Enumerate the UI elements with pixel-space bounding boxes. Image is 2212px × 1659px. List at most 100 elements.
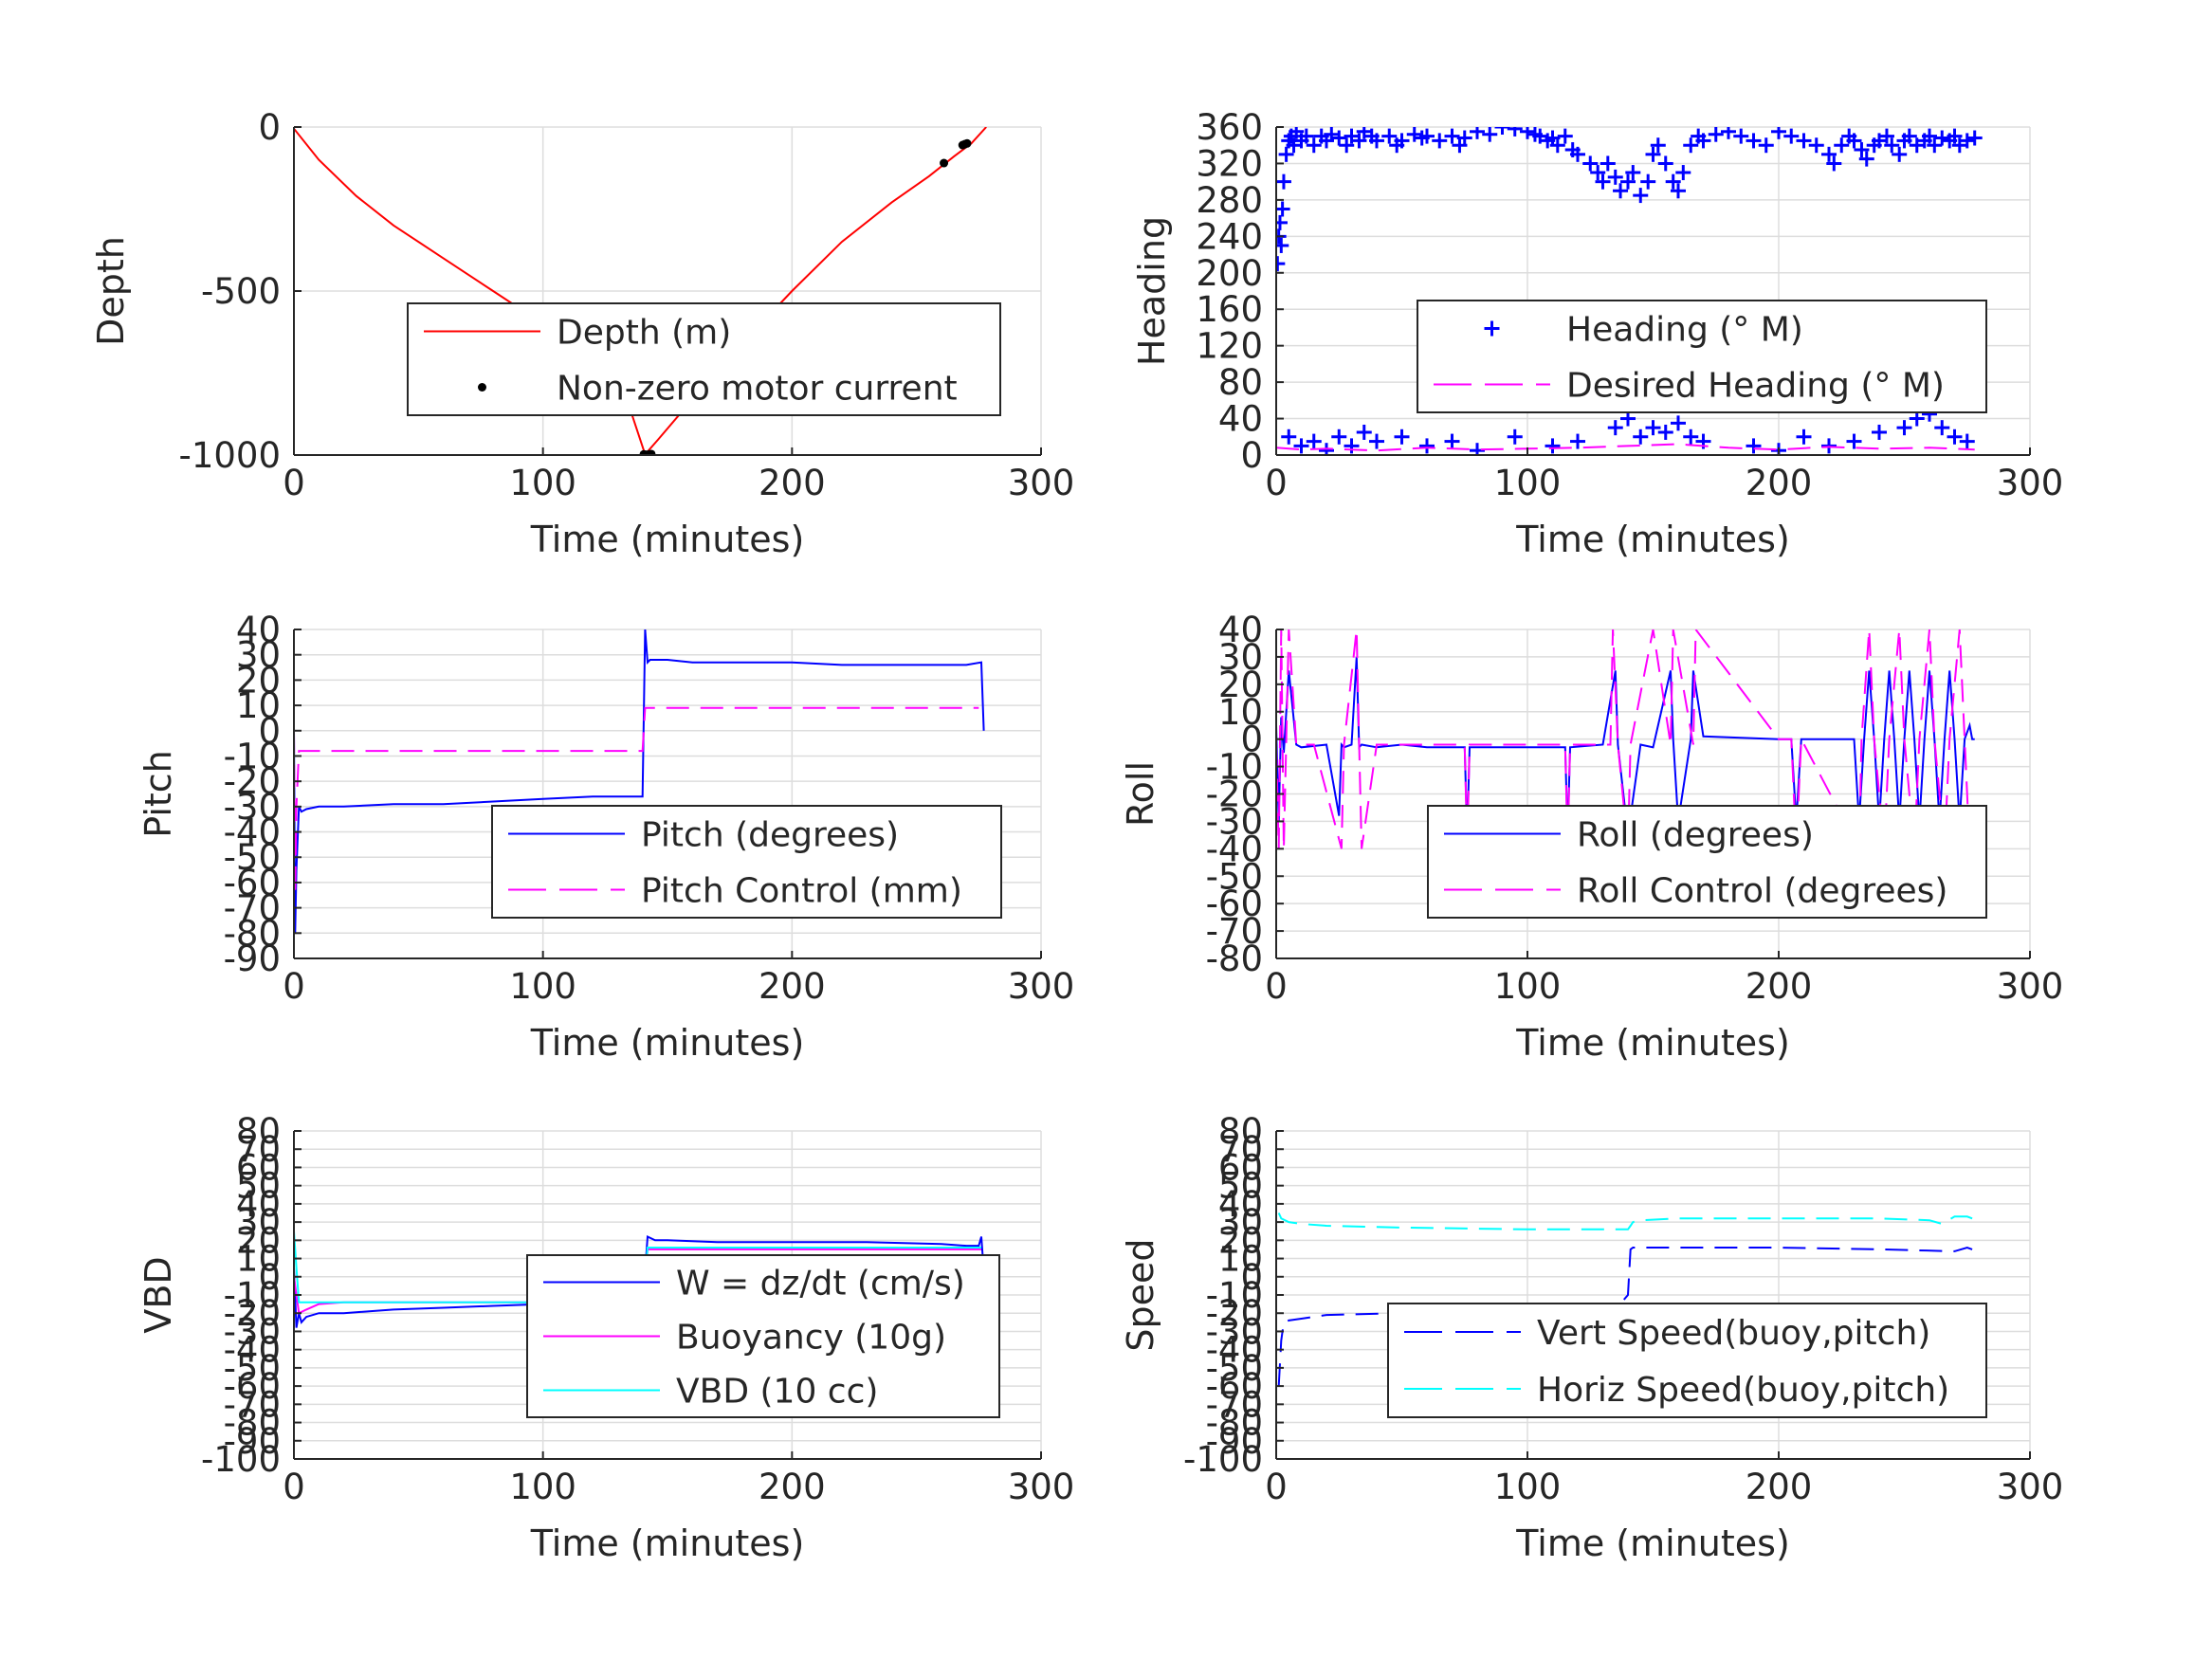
y-tick-label: 40 <box>236 610 281 650</box>
data-point <box>1482 127 1498 142</box>
y-tick-label: -30 <box>1206 801 1263 842</box>
y-tick-label: -500 <box>201 271 281 312</box>
data-point <box>1298 128 1314 144</box>
y-tick-label: -90 <box>1206 1421 1263 1462</box>
data-point <box>1796 133 1812 149</box>
data-point <box>1671 183 1686 199</box>
data-point <box>1289 127 1305 139</box>
data-point <box>1922 128 1937 144</box>
data-point <box>1796 428 1812 445</box>
legend-label: Non-zero motor current <box>557 370 958 409</box>
x-tick-label: 0 <box>1265 1467 1288 1507</box>
data-point <box>1657 155 1673 172</box>
data-point <box>1683 428 1699 445</box>
y-tick-label: -20 <box>1206 775 1263 815</box>
y-tick-label: 60 <box>1218 1147 1263 1188</box>
y-axis-label: VBD <box>137 1256 179 1333</box>
y-tick-label: 30 <box>1218 1202 1263 1243</box>
y-tick-label: -10 <box>1206 1275 1263 1316</box>
y-tick-label: 360 <box>1196 107 1263 148</box>
legend-swatch <box>478 383 486 392</box>
data-point <box>1927 137 1943 154</box>
data-point <box>1733 128 1749 144</box>
data-point <box>1432 133 1448 149</box>
y-tick-label: -40 <box>1206 1330 1263 1371</box>
data-point <box>962 138 972 148</box>
series-line-depth-0 <box>294 127 987 455</box>
data-point <box>1595 173 1611 190</box>
x-tick-label: 100 <box>509 1467 576 1507</box>
y-tick-label: -30 <box>224 1311 281 1352</box>
data-point <box>1570 433 1585 449</box>
y-tick-label: 60 <box>236 1147 281 1188</box>
y-tick-label: 40 <box>1218 610 1263 650</box>
y-tick-label: -60 <box>224 1366 281 1407</box>
y-tick-label: 80 <box>1218 362 1263 403</box>
legend-label: VBD (10 cc) <box>676 1373 878 1412</box>
data-point <box>1650 137 1666 154</box>
data-point <box>1549 137 1565 154</box>
y-tick-label: 0 <box>258 711 281 752</box>
x-tick-label: 100 <box>509 463 576 503</box>
data-point <box>1721 127 1736 139</box>
data-point <box>1276 256 1286 272</box>
x-tick-label: 200 <box>1746 1467 1813 1507</box>
y-tick-label: -20 <box>1206 1293 1263 1334</box>
y-tick-label: 320 <box>1196 143 1263 184</box>
x-tick-label: 100 <box>1494 1467 1562 1507</box>
y-tick-label: -90 <box>224 1421 281 1462</box>
data-point <box>1947 428 1963 445</box>
data-point <box>1470 127 1485 139</box>
y-tick-label: -70 <box>224 888 281 929</box>
data-point <box>1582 155 1599 172</box>
y-tick-label: 0 <box>258 107 281 148</box>
y-tick-label: 40 <box>1218 1184 1263 1225</box>
x-tick-label: 0 <box>1265 966 1288 1007</box>
y-tick-label: 70 <box>1218 1129 1263 1170</box>
data-point <box>1633 428 1649 445</box>
y-tick-label: 70 <box>236 1129 281 1170</box>
y-tick-label: 120 <box>1196 326 1263 367</box>
y-tick-label: -30 <box>1206 1311 1263 1352</box>
chart-depth: 0 100 200 300 -1000 -500 0 Time (minutes) Depth D… <box>90 107 1074 560</box>
data-point <box>1381 128 1398 144</box>
data-point <box>1821 146 1837 162</box>
data-point <box>1901 128 1917 144</box>
legend-label: Roll Control (degrees) <box>1577 872 1947 911</box>
data-point <box>1640 173 1656 190</box>
x-tick-label: 300 <box>1997 966 2064 1007</box>
y-tick-label: -10 <box>224 736 281 776</box>
legend: Heading (° M) Desired Heading (° M) <box>1417 300 1987 413</box>
data-point <box>1456 130 1472 146</box>
data-point <box>647 449 656 455</box>
x-axis-label: Time (minutes) <box>530 519 805 560</box>
data-point <box>1339 137 1355 154</box>
series-line-pitch-1 <box>294 706 979 896</box>
x-tick-label: 300 <box>1008 966 1075 1007</box>
data-point <box>1281 428 1297 445</box>
data-point <box>1746 133 1762 149</box>
chart-heading: 0 100 200 30004080120160200240280320360Time… <box>1131 107 2063 560</box>
data-point <box>1470 443 1485 455</box>
data-point <box>1319 443 1334 455</box>
y-tick-label: -20 <box>224 1293 281 1334</box>
y-tick-label: -40 <box>224 812 281 853</box>
y-tick-label: 80 <box>1218 1111 1263 1152</box>
data-point <box>1675 165 1691 181</box>
y-tick-label: 20 <box>236 1220 281 1261</box>
data-point <box>1665 173 1681 190</box>
chart-vbd: 0 100 200 300-100-90-80-70-60-50-40-30-20-1… <box>137 1111 1074 1564</box>
y-tick-label: -70 <box>1206 911 1263 952</box>
data-point <box>1625 165 1641 181</box>
y-tick-label: 0 <box>1240 720 1263 760</box>
x-axis-label: Time (minutes) <box>1515 1022 1790 1064</box>
series-group <box>294 629 985 934</box>
data-point <box>1620 410 1636 427</box>
data-point <box>940 158 949 168</box>
series-line-roll-0 <box>1276 656 1975 836</box>
data-point <box>1846 433 1862 449</box>
chart-speed: 0 100 200 300-100-90-80-70-60-50-40-30-20-1… <box>1120 1111 2063 1564</box>
data-point <box>1671 415 1686 431</box>
data-point <box>1878 128 1894 144</box>
